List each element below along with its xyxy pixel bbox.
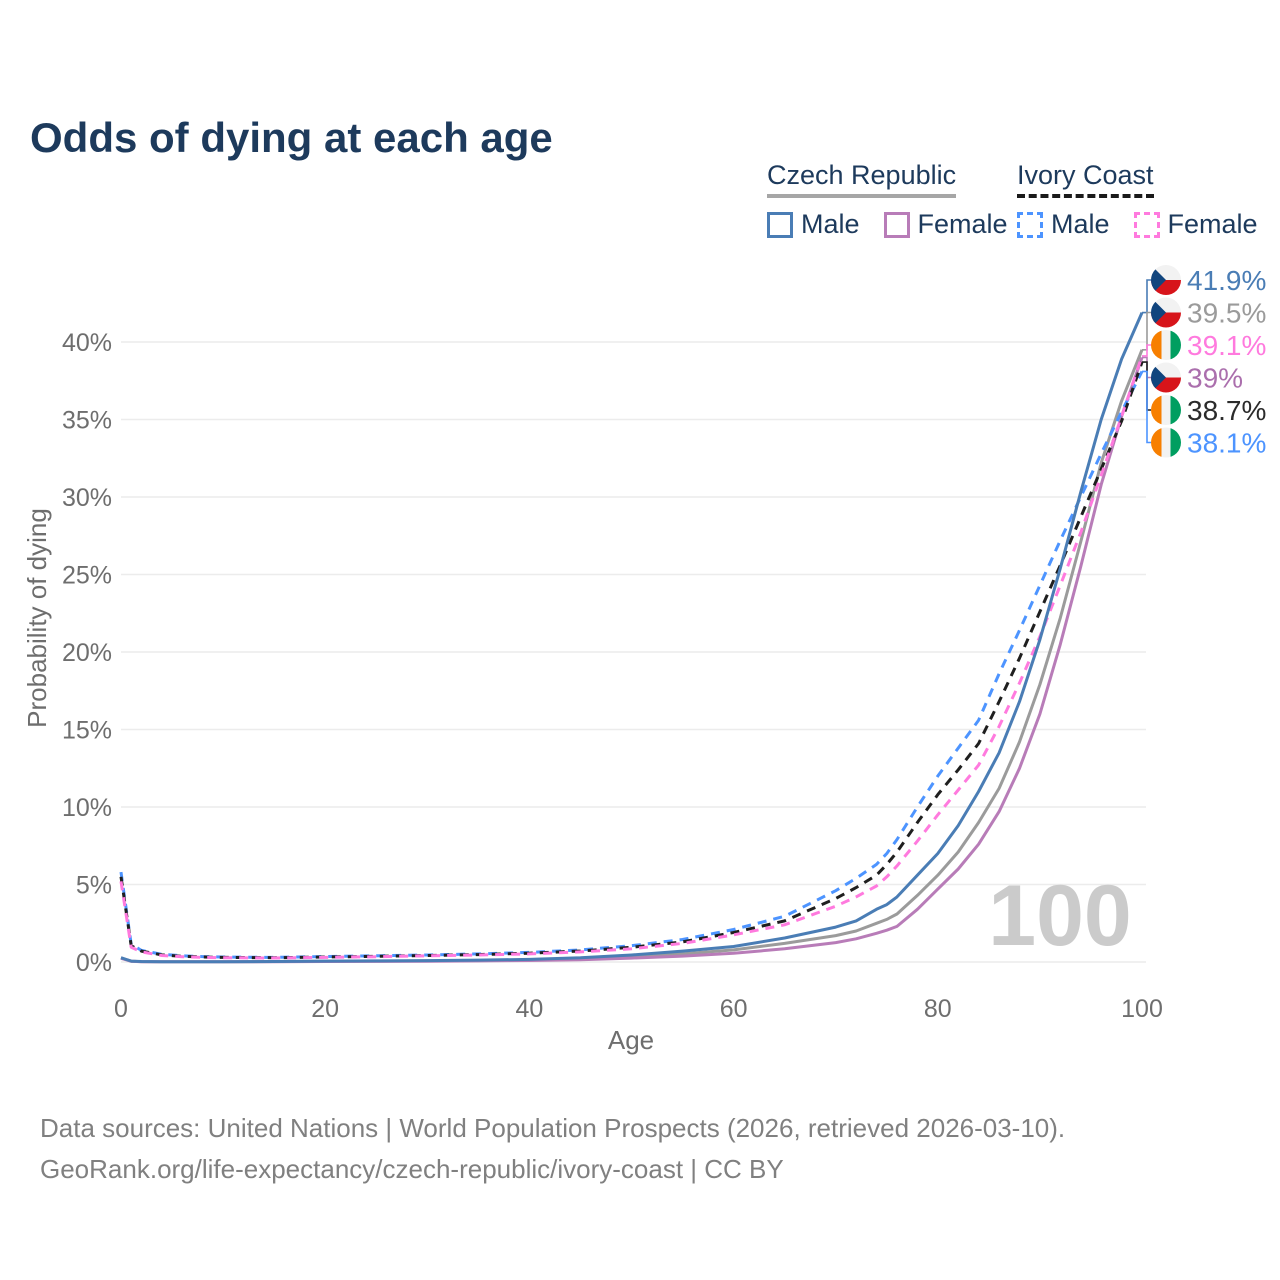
page-title: Odds of dying at each age [30,114,553,162]
y-tick-10%: 10% [62,794,112,822]
data-sources-text: Data sources: United Nations | World Pop… [40,1113,1066,1143]
legend-swatch-czech-male[interactable] [767,211,793,238]
legend-label-ivory-female: Female [1167,209,1258,239]
x-axis-title: Age [608,1025,654,1055]
end-label-connector-39.1% [1142,344,1151,357]
legend-label-czech-male: Male [801,209,860,239]
legend-label-czech-female: Female [917,209,1008,239]
end-label-connector-38.1% [1142,370,1151,444]
y-tick-35%: 35% [62,407,112,435]
legend-group-czech-republic: Czech Republic Male Female [767,160,1032,240]
end-label-connector-41.9% [1142,279,1151,314]
ivory-coast-flag-icon [1151,395,1181,425]
legend-swatch-ivory-male[interactable] [1017,211,1043,238]
legend-swatch-ivory-female[interactable] [1133,211,1160,238]
ivory-coast-flag-icon [1151,330,1181,360]
series-line-czech-republic-male[interactable] [120,311,1144,964]
end-label-38.1%: 38.1% [1187,428,1266,459]
series-line-ivory-coast-female[interactable] [119,355,1144,960]
attribution-link-text[interactable]: GeoRank.org/life-expectancy/czech-republ… [40,1154,784,1184]
legend-group-ivory-coast: Ivory Coast Male Female [1017,160,1280,240]
legend-header-ivory-coast[interactable]: Ivory Coast [1017,160,1154,198]
y-tick-20%: 20% [62,639,112,667]
y-tick-5%: 5% [76,872,112,900]
legend-row-ivory-coast: Male Female [1017,209,1280,240]
legend-label-ivory-male: Male [1051,209,1110,239]
legend-swatch-czech-female[interactable] [883,211,910,238]
x-tick-0: 0 [114,995,128,1023]
end-label-connector-39.5% [1142,311,1151,351]
czech-republic-flag-icon [1151,297,1181,328]
series-line-ivory-coast-male[interactable] [119,370,1144,959]
legend-header-czech-republic[interactable]: Czech Republic [767,160,957,198]
y-tick-0%: 0% [76,949,112,977]
czech-republic-flag-icon [1151,265,1181,295]
y-tick-25%: 25% [62,562,112,590]
legend-row-czech-republic: Male Female [767,209,1032,240]
x-tick-40: 40 [515,995,543,1023]
ivory-coast-flag-icon [1151,427,1181,458]
end-label-39.5%: 39.5% [1187,298,1266,329]
y-tick-40%: 40% [62,329,112,357]
y-tick-15%: 15% [62,717,112,745]
end-label-39%: 39% [1187,363,1243,394]
age-watermark: 100 [988,868,1132,964]
y-tick-30%: 30% [62,484,112,512]
x-tick-20: 20 [311,995,339,1023]
czech-republic-flag-icon [1151,362,1181,393]
chart-footer: Data sources: United Nations | World Pop… [40,1108,1065,1190]
x-tick-80: 80 [924,995,952,1023]
x-tick-60: 60 [720,995,748,1023]
x-tick-100: 100 [1121,995,1163,1023]
end-label-41.9%: 41.9% [1187,265,1266,296]
series-line-ivory-coast-both-sexes[interactable] [119,361,1144,960]
end-label-39.1%: 39.1% [1187,330,1266,361]
y-axis-title: Probability of dying [22,508,52,728]
end-label-38.7%: 38.7% [1187,395,1266,426]
